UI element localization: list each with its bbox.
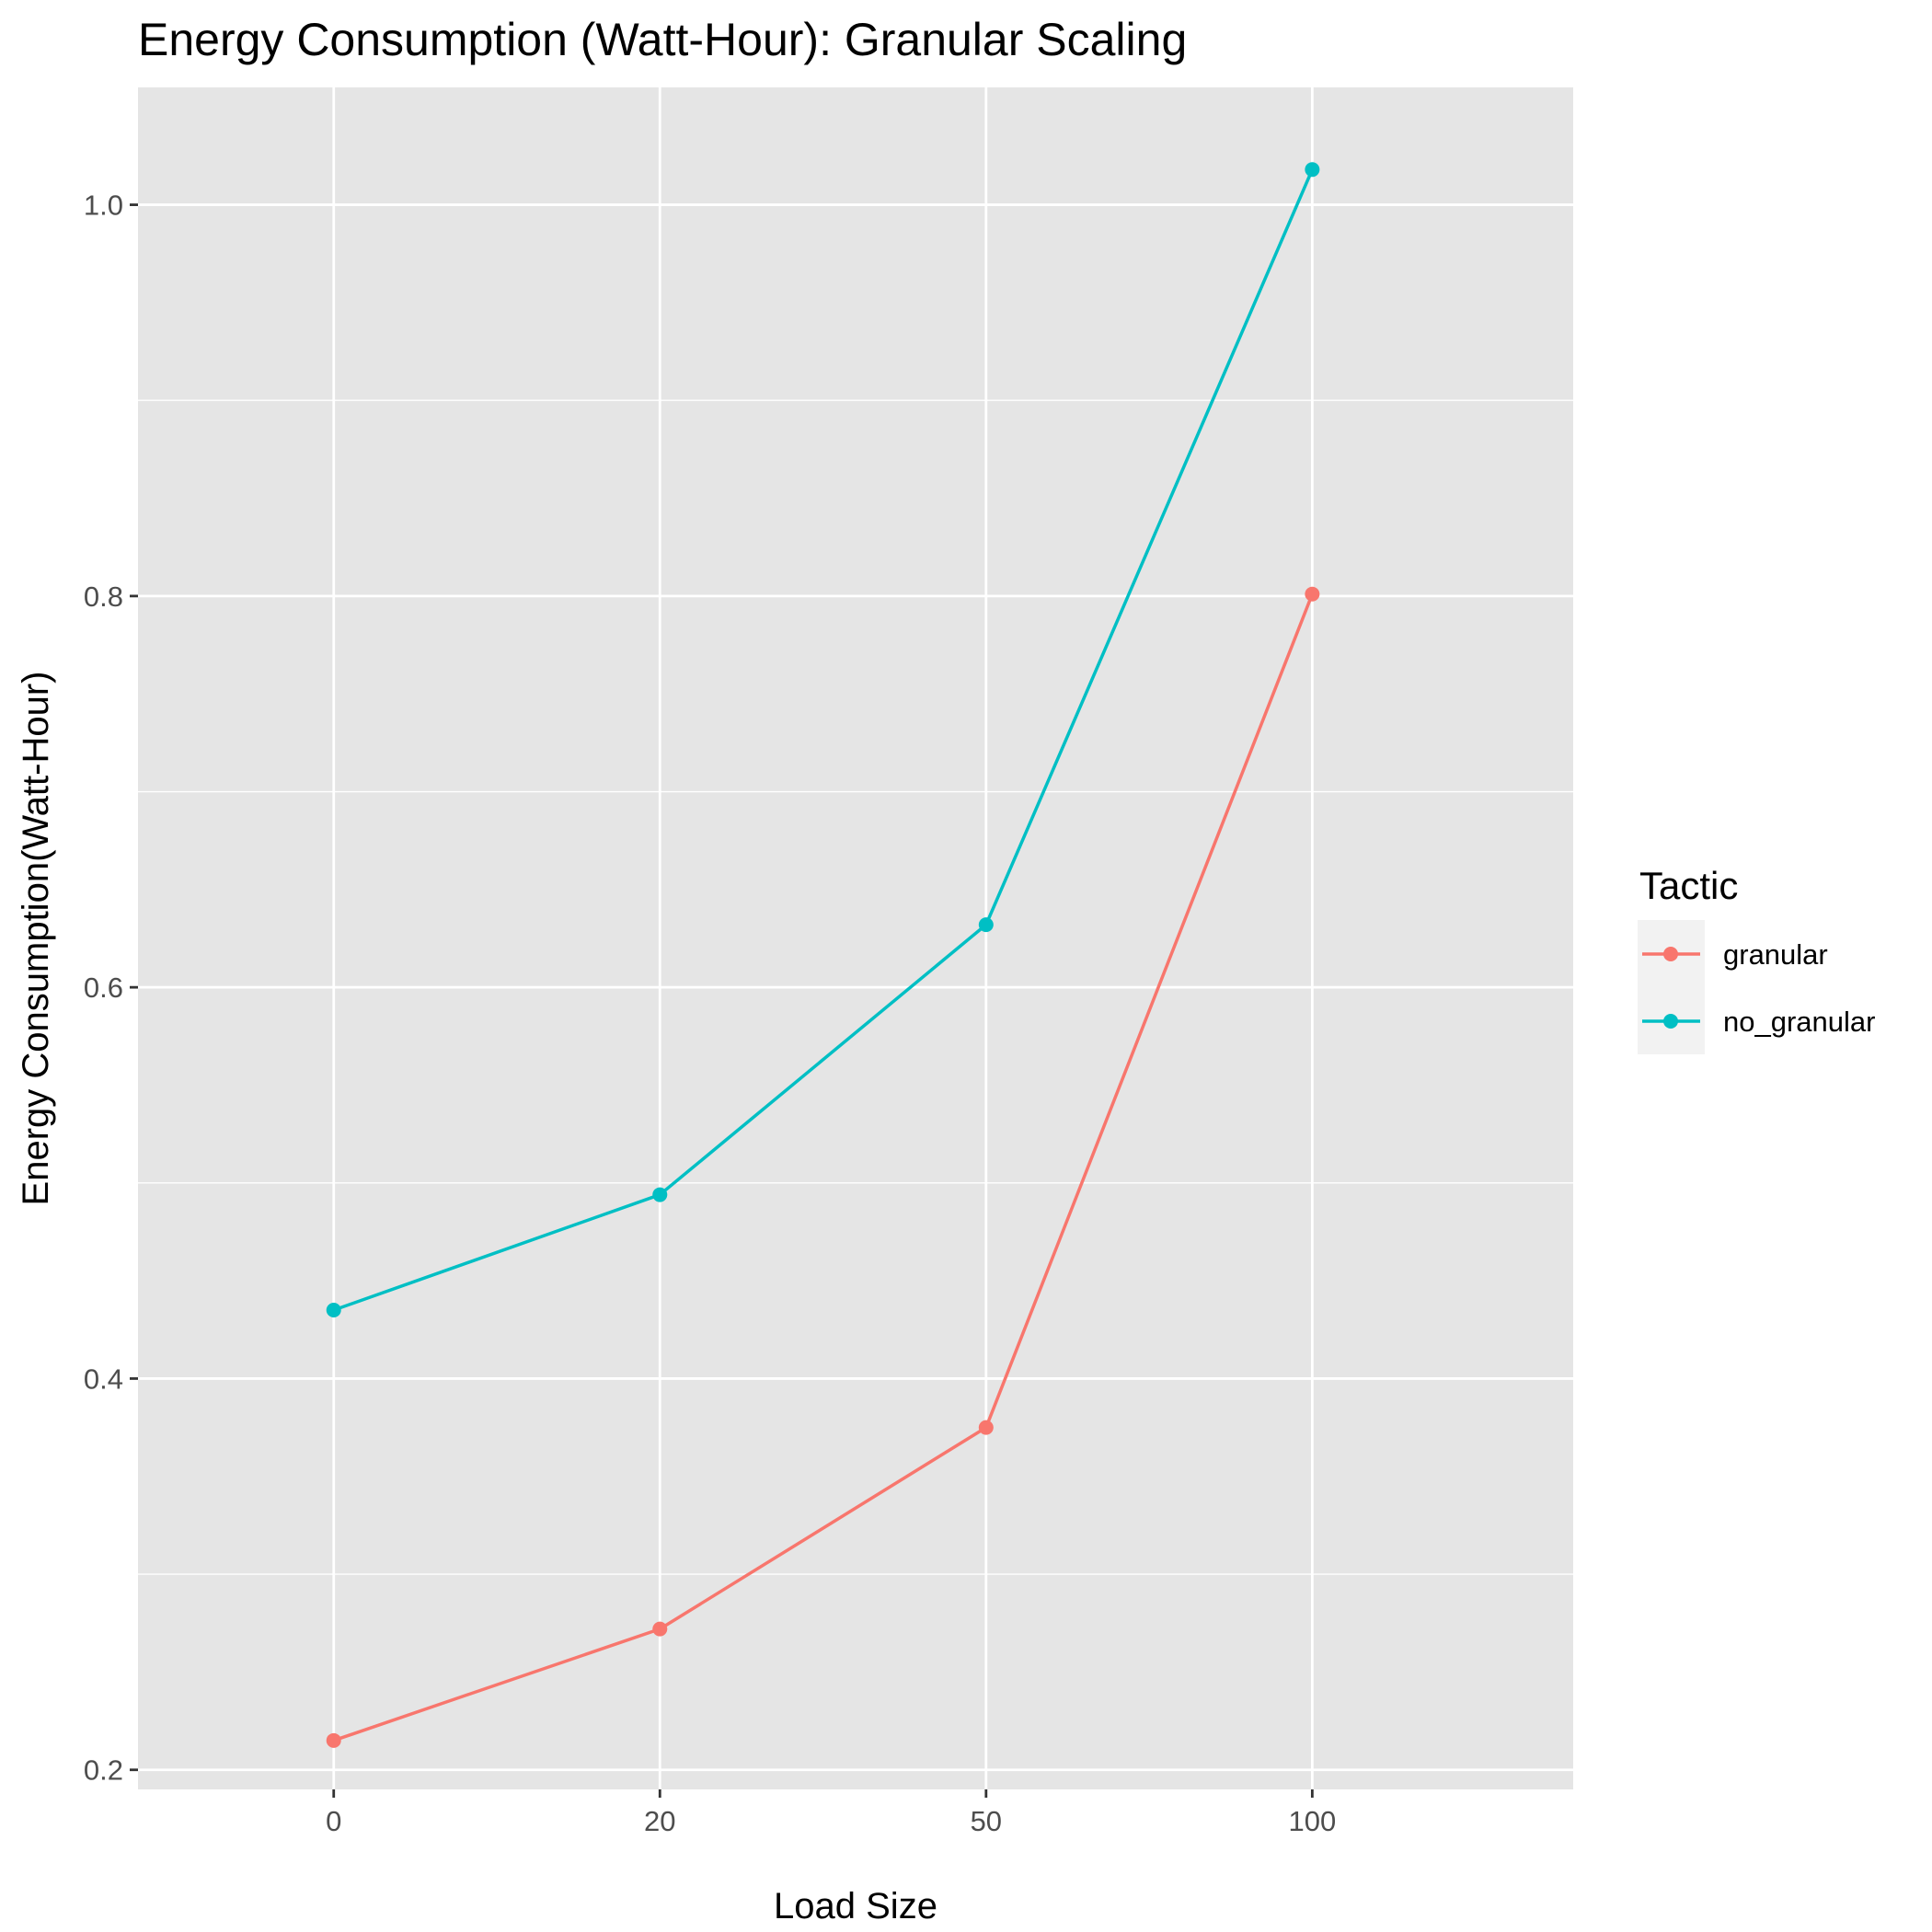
legend-key-point-no-granular bbox=[1663, 1014, 1678, 1029]
legend-label-no-granular: no_granular bbox=[1723, 1006, 1875, 1038]
series-line-no-granular bbox=[333, 168, 1314, 1312]
plot-panel bbox=[138, 87, 1573, 1789]
y-tick-label: 0.4 bbox=[84, 1363, 123, 1395]
data-point-no-granular bbox=[1305, 162, 1320, 178]
legend-key-point-granular bbox=[1663, 947, 1678, 961]
x-tick-label: 20 bbox=[644, 1805, 675, 1837]
x-tick-label: 0 bbox=[326, 1805, 341, 1837]
legend-item-granular: granular bbox=[1642, 938, 1828, 971]
series-layer bbox=[326, 162, 1320, 1748]
data-point-granular bbox=[652, 1621, 668, 1637]
gridlines bbox=[138, 87, 1573, 1789]
data-point-no-granular bbox=[652, 1187, 668, 1202]
data-point-granular bbox=[326, 1732, 341, 1748]
x-axis-title: Load Size bbox=[774, 1886, 937, 1926]
x-tick-label: 50 bbox=[971, 1805, 1002, 1837]
y-tick-label: 0.8 bbox=[84, 581, 123, 613]
data-point-granular bbox=[1305, 586, 1320, 602]
x-tick-label: 100 bbox=[1288, 1805, 1336, 1837]
series-line-granular bbox=[333, 593, 1314, 1742]
axes: 0.2 0.4 0.6 0.8 1.0 0 20 50 100 bbox=[84, 190, 1336, 1837]
legend-item-no-granular: no_granular bbox=[1642, 1006, 1875, 1038]
legend-key-background bbox=[1638, 920, 1705, 1054]
chart-title: Energy Consumption (Watt-Hour): Granular… bbox=[138, 14, 1187, 65]
legend-title: Tactic bbox=[1639, 864, 1738, 907]
y-tick-label: 0.2 bbox=[84, 1754, 123, 1787]
legend: Tactic granular no_granular bbox=[1638, 864, 1875, 1054]
data-point-no-granular bbox=[978, 917, 994, 933]
data-point-no-granular bbox=[326, 1303, 341, 1318]
y-axis-title: Energy Consumption(Watt-Hour) bbox=[16, 672, 56, 1206]
y-tick-label: 0.6 bbox=[84, 972, 123, 1004]
y-tick-label: 1.0 bbox=[84, 190, 123, 222]
legend-label-granular: granular bbox=[1723, 938, 1828, 971]
data-point-granular bbox=[978, 1420, 994, 1435]
